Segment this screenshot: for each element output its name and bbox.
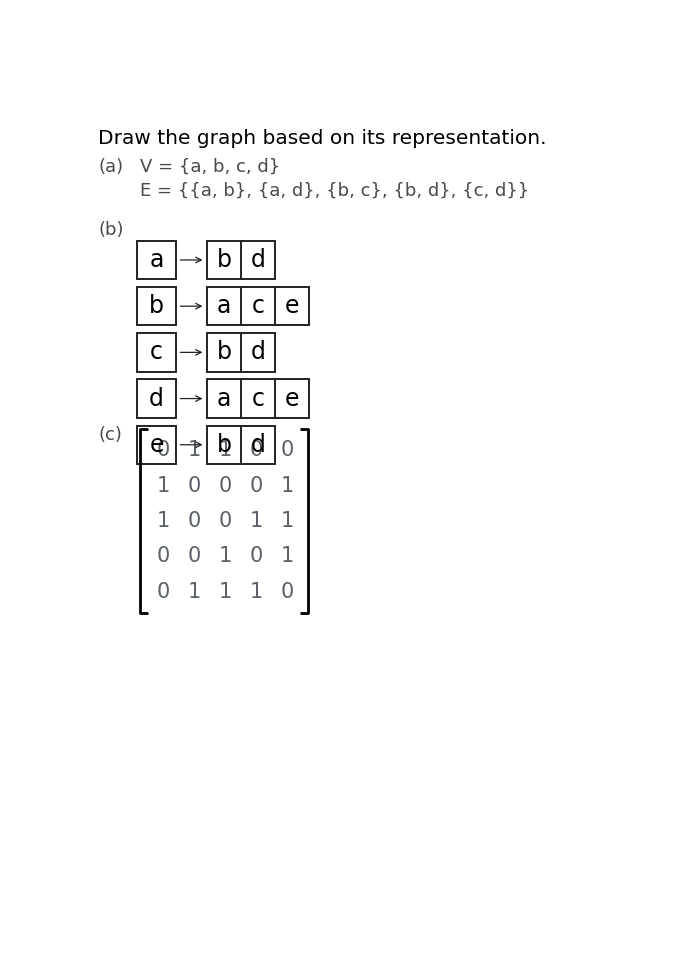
Text: 1: 1 [219,440,232,460]
Text: 0: 0 [219,475,232,495]
Text: 1: 1 [219,546,232,566]
Text: 1: 1 [281,511,294,531]
Text: b: b [216,248,231,272]
Text: 1: 1 [157,511,170,531]
Text: d: d [251,433,266,457]
Bar [137,425,176,464]
Text: d: d [251,341,266,365]
Text: d: d [251,248,266,272]
Text: a: a [217,387,231,411]
Text: e: e [285,294,299,318]
Bar [137,241,176,279]
Text: (c): (c) [99,426,122,444]
Text: 1: 1 [188,440,201,460]
Bar [137,287,176,325]
Text: e: e [285,387,299,411]
Bar [137,333,176,372]
Bar [207,333,275,372]
Bar [207,425,275,464]
Text: E = {{a, b}, {a, d}, {b, c}, {b, d}, {c, d}}: E = {{a, b}, {a, d}, {b, c}, {b, d}, {c,… [141,181,529,200]
Text: 0: 0 [250,475,263,495]
Text: 0: 0 [281,582,294,602]
Text: 0: 0 [157,582,170,602]
Text: (b): (b) [99,222,124,239]
Text: c: c [251,387,264,411]
Text: a: a [217,294,231,318]
Text: 1: 1 [250,511,263,531]
Text: 0: 0 [157,440,170,460]
Text: 0: 0 [188,511,201,531]
Text: 0: 0 [250,440,263,460]
Text: 0: 0 [281,440,294,460]
Text: 1: 1 [250,582,263,602]
Text: 1: 1 [219,582,232,602]
Bar [207,241,275,279]
Text: c: c [150,341,163,365]
Text: b: b [216,341,231,365]
Text: 1: 1 [281,546,294,566]
Text: b: b [149,294,164,318]
Text: Draw the graph based on its representation.: Draw the graph based on its representati… [99,129,547,148]
Text: 1: 1 [188,582,201,602]
Text: 1: 1 [157,475,170,495]
Text: 0: 0 [157,546,170,566]
Text: e: e [149,433,164,457]
Text: 0: 0 [219,511,232,531]
Text: (a): (a) [99,157,124,176]
Text: 0: 0 [188,546,201,566]
Text: c: c [251,294,264,318]
Text: d: d [149,387,164,411]
Text: b: b [216,433,231,457]
Text: a: a [149,248,164,272]
Text: V = {a, b, c, d}: V = {a, b, c, d} [141,157,281,176]
Bar [137,379,176,418]
Text: 0: 0 [188,475,201,495]
Bar [207,379,309,418]
Bar [207,287,309,325]
Text: 1: 1 [281,475,294,495]
Text: 0: 0 [250,546,263,566]
